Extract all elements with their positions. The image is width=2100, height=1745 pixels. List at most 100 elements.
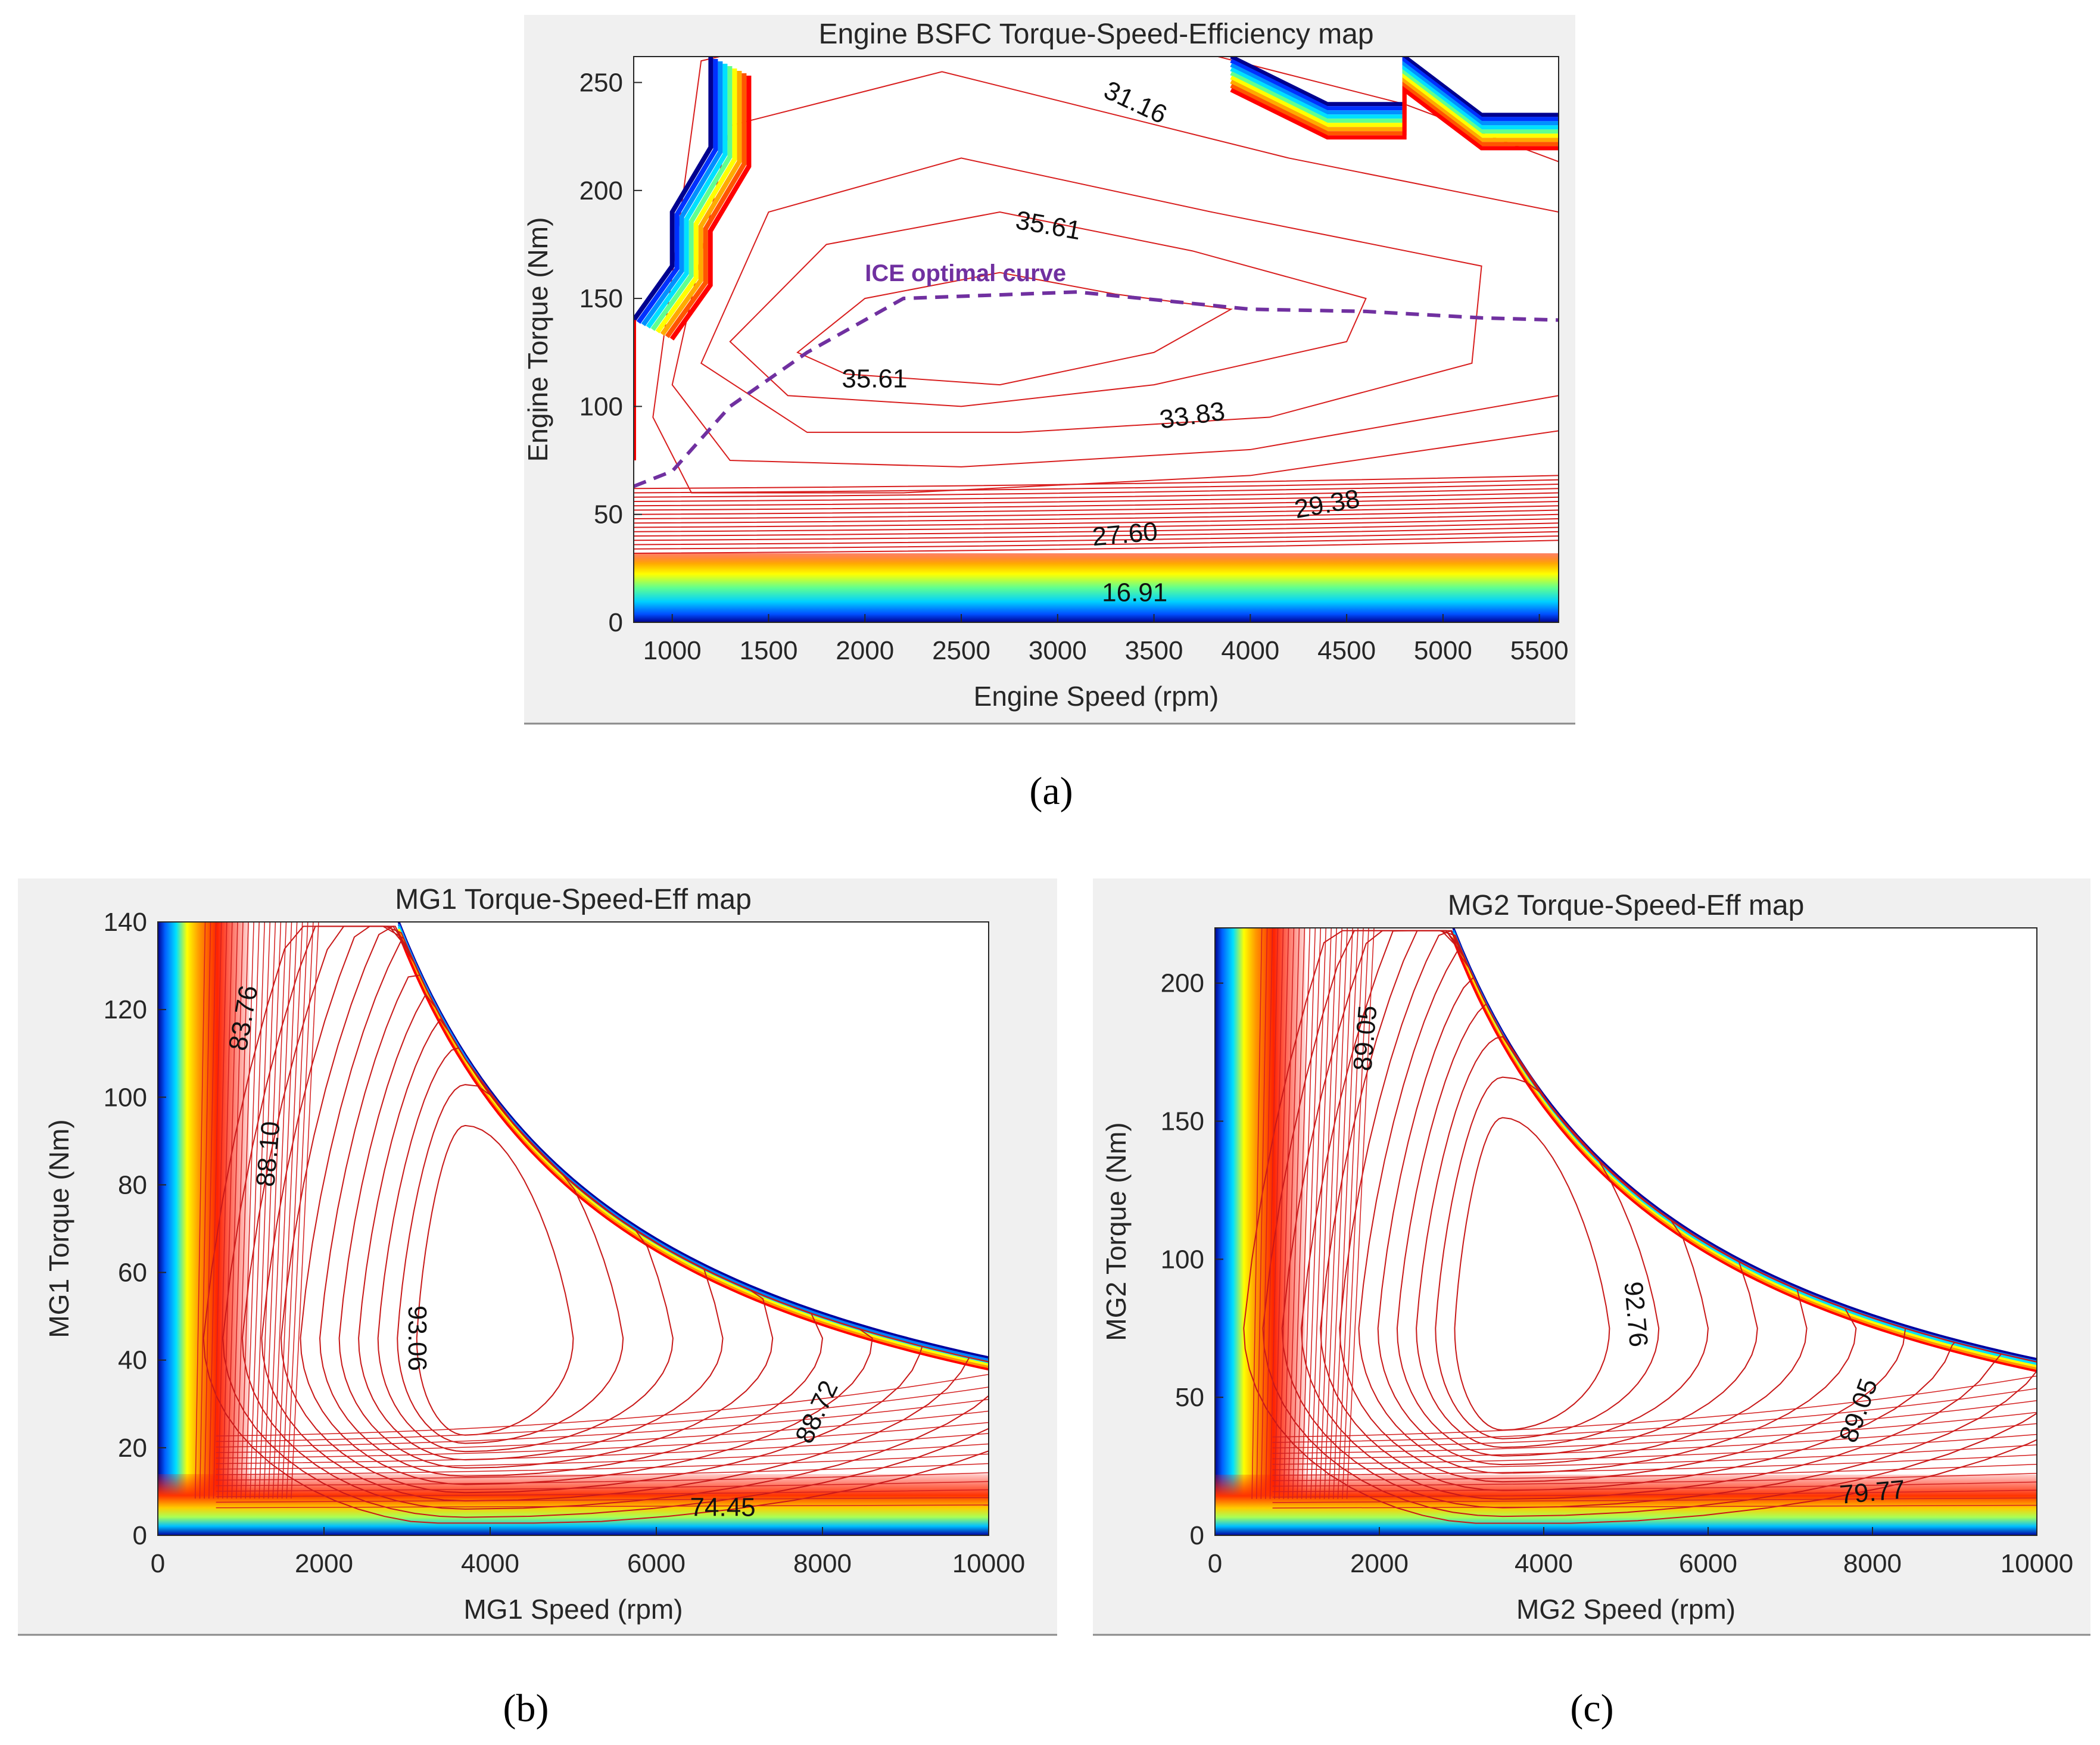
contour-line [634, 513, 1559, 528]
x-tick-label: 2000 [295, 1549, 353, 1578]
efficiency-contour [222, 922, 238, 1499]
y-tick-label: 150 [1161, 1107, 1204, 1136]
contour-line [634, 488, 1559, 502]
contour-line [634, 479, 1559, 494]
efficiency-contour [1243, 930, 2037, 1524]
x-tick-label: 6000 [627, 1549, 686, 1578]
efficiency-contour [1272, 1375, 2037, 1438]
efficiency-contour [216, 1433, 989, 1464]
efficiency-contour [216, 1422, 989, 1459]
ice-optimal-curve-annotation: ICE optimal curve [865, 260, 1066, 286]
plot-frame [157, 921, 989, 1536]
efficiency-contour [1319, 928, 1342, 1499]
torque-limit-band [665, 73, 747, 338]
efficiency-contour [1342, 928, 1369, 1499]
y-tick-label: 50 [594, 500, 623, 529]
speed-limit-band [1230, 85, 1559, 151]
y-axis-label: Engine Torque (Nm) [522, 217, 553, 462]
x-tick-label: 4000 [1221, 636, 1279, 665]
x-tick-label: 8000 [1843, 1549, 1902, 1578]
efficiency-contour [1251, 928, 1263, 1499]
contour-line [634, 505, 1559, 519]
torque-limit-band [646, 64, 728, 329]
efficiency-contour [1265, 928, 1279, 1499]
efficiency-contour [216, 1410, 989, 1453]
contour-label: 79.77 [1839, 1475, 1906, 1509]
efficiency-contour [416, 1124, 574, 1436]
y-axis-label: MG1 Torque (Nm) [43, 1119, 74, 1338]
x-tick-label: 5500 [1510, 636, 1569, 665]
torque-limit-band [660, 71, 742, 336]
efficiency-contour [216, 1489, 989, 1497]
efficiency-contour [1272, 1388, 2037, 1443]
efficiency-contour [1272, 1490, 2037, 1498]
efficiency-contour [263, 922, 287, 1499]
plot-area [634, 57, 1559, 622]
efficiency-contour [1288, 928, 1306, 1499]
x-tick-label: 8000 [793, 1549, 852, 1578]
efficiency-contour [286, 922, 314, 1499]
efficiency-contour [258, 922, 282, 1499]
efficiency-contour [1297, 928, 1316, 1499]
contour-line [634, 531, 1559, 546]
contour-label: 35.61 [842, 364, 907, 394]
efficiency-contour [1260, 928, 1273, 1499]
y-tick-label: 0 [1190, 1521, 1204, 1550]
efficiency-contour [204, 922, 217, 1499]
panel-caption: (a) [1029, 769, 1073, 813]
power-limit-boundary [1452, 928, 2037, 1361]
contour-line [634, 522, 1559, 537]
power-limit-boundary [1452, 932, 2037, 1366]
contour-line [634, 526, 1559, 541]
efficiency-contour [216, 1443, 989, 1470]
y-tick-label: 120 [104, 995, 147, 1024]
efficiency-contour [1454, 1117, 1610, 1431]
efficiency-contour [1269, 928, 1284, 1499]
efficiency-contour [216, 1398, 989, 1448]
efficiency-contour [1328, 928, 1353, 1499]
torque-limit-band [669, 76, 752, 341]
contour-line [634, 518, 1559, 532]
efficiency-contour [1272, 1400, 2037, 1448]
efficiency-contour [1274, 928, 1289, 1499]
x-axis-label: MG1 Speed (rpm) [463, 1594, 683, 1625]
efficiency-contour [226, 922, 244, 1499]
contour-line [634, 492, 1559, 507]
contour-label: 93.06 [403, 1305, 432, 1371]
contour-label: 88.10 [251, 1120, 285, 1188]
efficiency-contour [216, 1453, 989, 1475]
efficiency-contour [254, 922, 276, 1499]
x-tick-label: 2000 [1350, 1549, 1409, 1578]
plot-content [634, 57, 1559, 622]
efficiency-contour [272, 922, 298, 1499]
y-tick-label: 80 [118, 1170, 147, 1199]
efficiency-contour [250, 922, 271, 1499]
chart-title: Engine BSFC Torque-Speed-Efficiency map [818, 18, 1373, 50]
efficiency-contour [1314, 928, 1337, 1499]
efficiency-contour [1272, 1463, 2037, 1481]
contour-line [634, 475, 1559, 490]
y-tick-label: 200 [579, 176, 623, 205]
y-tick-label: 0 [133, 1521, 147, 1550]
contour-ring [652, 57, 1559, 494]
plot-content [158, 922, 989, 1535]
contour-line [634, 540, 1559, 554]
efficiency-contour [1283, 928, 1300, 1499]
x-axis-label: Engine Speed (rpm) [974, 681, 1219, 712]
efficiency-contour [1278, 928, 1295, 1499]
efficiency-contour [216, 1373, 989, 1436]
efficiency-contour [1272, 1411, 2037, 1454]
efficiency-contour [195, 922, 206, 1499]
efficiency-contour [1346, 928, 1375, 1499]
y-tick-label: 0 [609, 608, 623, 637]
x-tick-label: 0 [151, 1549, 165, 1578]
y-tick-label: 100 [579, 392, 623, 421]
y-tick-label: 100 [104, 1083, 147, 1112]
efficiency-contour [1332, 928, 1359, 1499]
contour-line [634, 509, 1559, 524]
efficiency-contour [1301, 928, 1322, 1499]
y-tick-label: 140 [104, 908, 147, 937]
x-tick-label: 1500 [740, 636, 798, 665]
contour-line [634, 483, 1559, 498]
